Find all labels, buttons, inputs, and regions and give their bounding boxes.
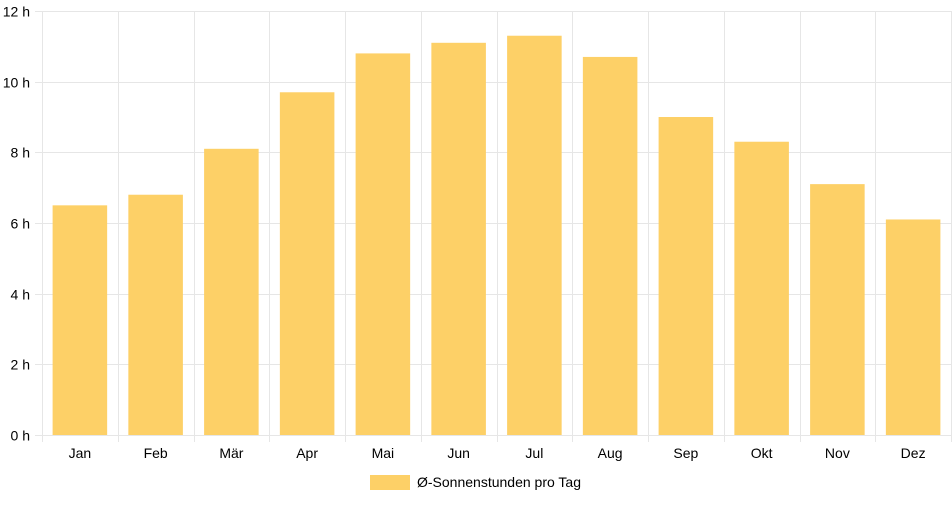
x-tick-label: Apr: [296, 445, 318, 461]
bar-Aug[interactable]: [582, 56, 638, 436]
bar-Jun[interactable]: [431, 42, 486, 436]
y-tick-label: 10 h: [3, 75, 30, 91]
x-tick-label: Nov: [825, 445, 850, 461]
x-tick-label: Sep: [673, 445, 698, 461]
x-tick-label: Dez: [901, 445, 926, 461]
y-tick-label: 4 h: [11, 287, 30, 303]
bar-Sep[interactable]: [658, 117, 714, 435]
x-tick-label: Jan: [69, 445, 92, 461]
y-tick-label: 6 h: [11, 216, 30, 232]
bar-Mai[interactable]: [355, 53, 411, 436]
bar-Feb[interactable]: [128, 194, 183, 435]
y-tick-label: 2 h: [11, 357, 30, 373]
bar-Nov[interactable]: [810, 184, 865, 435]
bar-Dez[interactable]: [885, 219, 941, 435]
bar-Mär[interactable]: [204, 148, 259, 436]
x-tick-label: Feb: [144, 445, 168, 461]
legend-swatch[interactable]: [370, 475, 410, 490]
legend-label[interactable]: Ø-Sonnenstunden pro Tag: [417, 474, 581, 490]
grid-lines: [35, 11, 952, 442]
x-tick-label: Aug: [598, 445, 623, 461]
y-tick-label: 12 h: [3, 4, 30, 20]
y-tick-label: 8 h: [11, 145, 30, 161]
x-tick-label: Mär: [219, 445, 243, 461]
x-tick-label: Jul: [525, 445, 543, 461]
x-tick-label: Jun: [447, 445, 470, 461]
bar-Jul[interactable]: [507, 35, 562, 435]
bar-Apr[interactable]: [279, 92, 335, 436]
axes: 0 h 2 h 4 h 6 h 8 h 10 h 12 h Jan Feb Mär Apr Mai Ju…: [3, 4, 926, 462]
bar-Okt[interactable]: [734, 141, 789, 436]
y-tick-label: 0 h: [11, 428, 30, 444]
legend[interactable]: Ø-Sonnenstunden pro Tag: [370, 474, 581, 490]
x-tick-label: Okt: [751, 445, 773, 461]
x-tick-label: Mai: [372, 445, 395, 461]
bars: [52, 35, 941, 436]
bar-Jan[interactable]: [52, 205, 108, 435]
